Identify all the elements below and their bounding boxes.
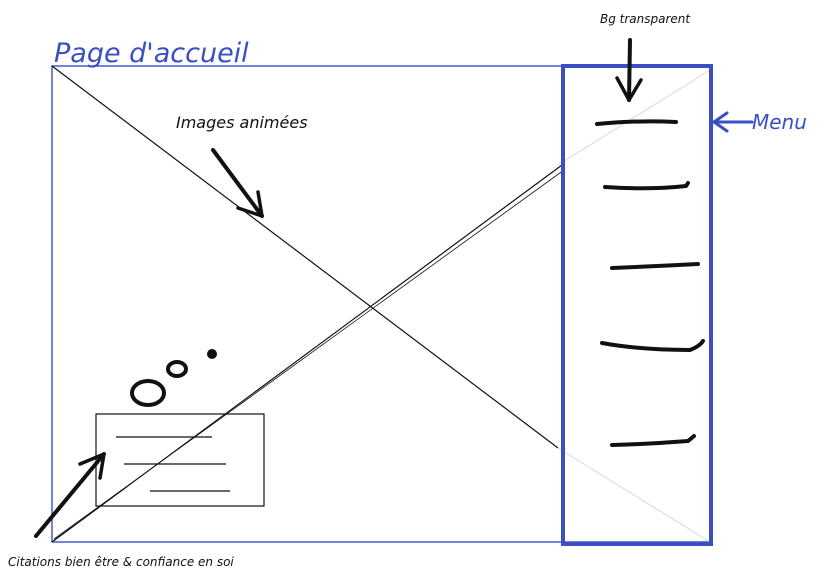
animated-images-arrow [211,148,264,218]
quotes-arrowhead [78,452,106,480]
menu-panel [561,64,713,546]
menu-label: Menu [752,110,807,134]
animated-images-arrowhead [236,190,264,218]
thought-bubble-medium [166,360,188,378]
transparent-diagonal-2 [557,447,711,543]
quote-box [95,413,265,507]
bg-transparent-arrowhead [615,76,643,102]
transparent-diagonal-1 [557,69,711,166]
image-placeholder-diagonal-1 [51,65,559,449]
menu-item-2[interactable] [603,181,690,191]
menu-item-3[interactable] [610,262,700,270]
menu-item-1[interactable] [595,119,678,126]
animated-images-label: Images animées [176,113,308,132]
menu-item-5[interactable] [610,434,696,447]
menu-item-4[interactable] [600,339,705,353]
bg-transparent-label: Bg transparent [600,12,691,26]
menu-arrowhead [712,111,729,133]
page-frame [51,65,713,543]
page-title: Page d'accueil [54,38,249,69]
quotes-label: Citations bien être & confiance en soi [8,555,234,569]
bg-transparent-arrow [627,38,632,102]
thought-bubble-small [207,349,217,359]
image-placeholder-diagonal-2-b [53,169,565,540]
thought-bubble-large [130,379,166,407]
quotes-arrow [34,452,106,538]
